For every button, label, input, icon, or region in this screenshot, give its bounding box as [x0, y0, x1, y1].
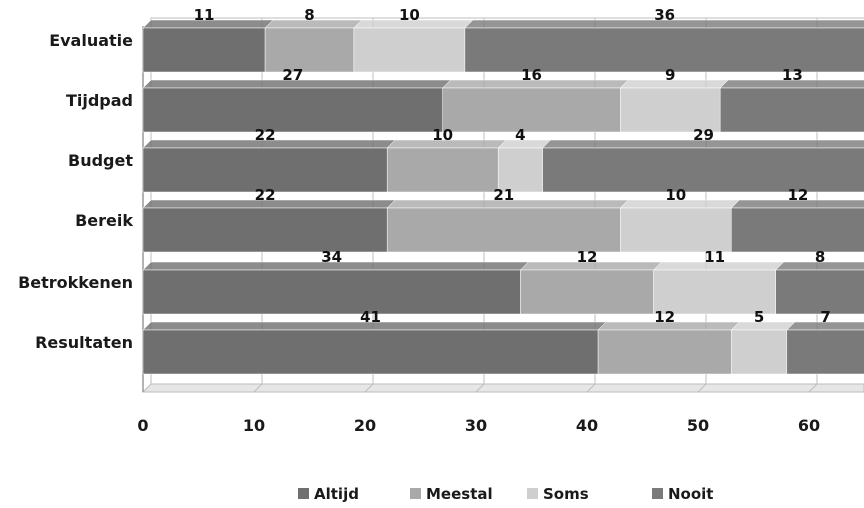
data-label: 10: [432, 126, 453, 144]
data-label: 7: [820, 308, 830, 326]
gridline-floor: [808, 383, 818, 393]
gridline-floor: [364, 383, 374, 393]
legend-swatch: [298, 488, 309, 499]
axes: Evaluatie Tijdpad Budget Bereik Betrokkenen R…: [18, 31, 820, 435]
x-tick-label: 50: [687, 416, 709, 435]
bar-segment-meestal-resultaten: [597, 321, 740, 375]
category-label: Betrokkenen: [18, 273, 133, 292]
bar-segment-meestal-evaluatie: [264, 19, 363, 73]
data-label: 16: [521, 66, 542, 84]
bar-segment-altijd-resultaten: [142, 321, 607, 375]
legend-label: Meestal: [426, 485, 493, 503]
legend-label: Nooit: [668, 485, 713, 503]
data-label: 12: [577, 248, 598, 266]
data-label: 36: [654, 6, 675, 24]
bar-segment-altijd-evaluatie: [142, 19, 274, 73]
data-label: 27: [282, 66, 303, 84]
legend-item-soms: Soms: [527, 485, 589, 503]
bar-segment-altijd-tijdpad: [142, 79, 452, 133]
x-tick-label: 40: [576, 416, 598, 435]
bar-segment-soms-tijdpad: [619, 79, 729, 133]
gridline-floor: [697, 383, 707, 393]
category-label: Bereik: [75, 211, 133, 230]
category-label: Evaluatie: [49, 31, 133, 50]
x-tick-label: 10: [243, 416, 265, 435]
gridline-floor: [586, 383, 596, 393]
data-label: 10: [399, 6, 420, 24]
bar-segment-altijd-budget: [142, 139, 396, 193]
bars: 11 8 10 36 27 16 9 13 22 10 4 29 22 21 10 12 34 12 11 8 41 12…: [142, 6, 864, 375]
data-label: 29: [693, 126, 714, 144]
data-label: 8: [815, 248, 825, 266]
bar-segment-nooit-bereik: [730, 199, 864, 253]
data-label: 22: [255, 186, 276, 204]
plot-floor: [141, 383, 864, 393]
x-tick-label: 30: [465, 416, 487, 435]
gridline-floor: [475, 383, 485, 393]
legend-swatch: [527, 488, 538, 499]
data-label: 10: [665, 186, 686, 204]
bar-segment-nooit-budget: [541, 139, 864, 193]
x-tick-label: 60: [798, 416, 820, 435]
bar-segment-nooit-tijdpad: [719, 79, 864, 133]
legend-label: Soms: [543, 485, 589, 503]
category-label: Resultaten: [35, 333, 133, 352]
bar-segment-nooit-resultaten: [786, 321, 864, 375]
data-label: 11: [194, 6, 215, 24]
data-label: 34: [321, 248, 342, 266]
data-label: 8: [304, 6, 314, 24]
bar-segment-soms-betrokkenen: [652, 261, 785, 315]
bar-segment-meestal-bereik: [386, 199, 629, 253]
legend-label: Altijd: [314, 485, 359, 503]
bar-segment-altijd-bereik: [142, 199, 396, 253]
gridline-floor: [253, 383, 263, 393]
data-label: 13: [782, 66, 803, 84]
legend-item-meestal: Meestal: [410, 485, 493, 503]
data-label: 12: [654, 308, 675, 326]
data-label: 4: [515, 126, 525, 144]
x-tick-label: 20: [354, 416, 376, 435]
bar-segment-soms-resultaten: [730, 321, 796, 375]
bar-segment-soms-evaluatie: [353, 19, 474, 73]
data-label: 21: [493, 186, 514, 204]
data-label: 41: [360, 308, 381, 326]
data-label: 12: [787, 186, 808, 204]
data-label: 5: [754, 308, 764, 326]
legend-item-nooit: Nooit: [652, 485, 713, 503]
bar-segment-soms-budget: [497, 139, 552, 193]
bar-segment-altijd-betrokkenen: [142, 261, 530, 315]
data-label: 11: [704, 248, 725, 266]
bar-segment-nooit-betrokkenen: [775, 261, 864, 315]
legend-swatch: [410, 488, 421, 499]
bar-segment-meestal-betrokkenen: [519, 261, 663, 315]
category-label: Budget: [68, 151, 133, 170]
bar-segment-nooit-evaluatie: [464, 19, 864, 73]
legend: Altijd Meestal Soms Nooit: [298, 485, 713, 503]
legend-item-altijd: Altijd: [298, 485, 359, 503]
legend-swatch: [652, 488, 663, 499]
category-label: Tijdpad: [66, 91, 133, 110]
data-label: 22: [255, 126, 276, 144]
x-tick-label: 0: [137, 416, 148, 435]
bar-segment-meestal-tijdpad: [442, 79, 629, 133]
data-label: 9: [665, 66, 675, 84]
bar-segment-meestal-budget: [386, 139, 507, 193]
bar-segment-soms-bereik: [619, 199, 740, 253]
